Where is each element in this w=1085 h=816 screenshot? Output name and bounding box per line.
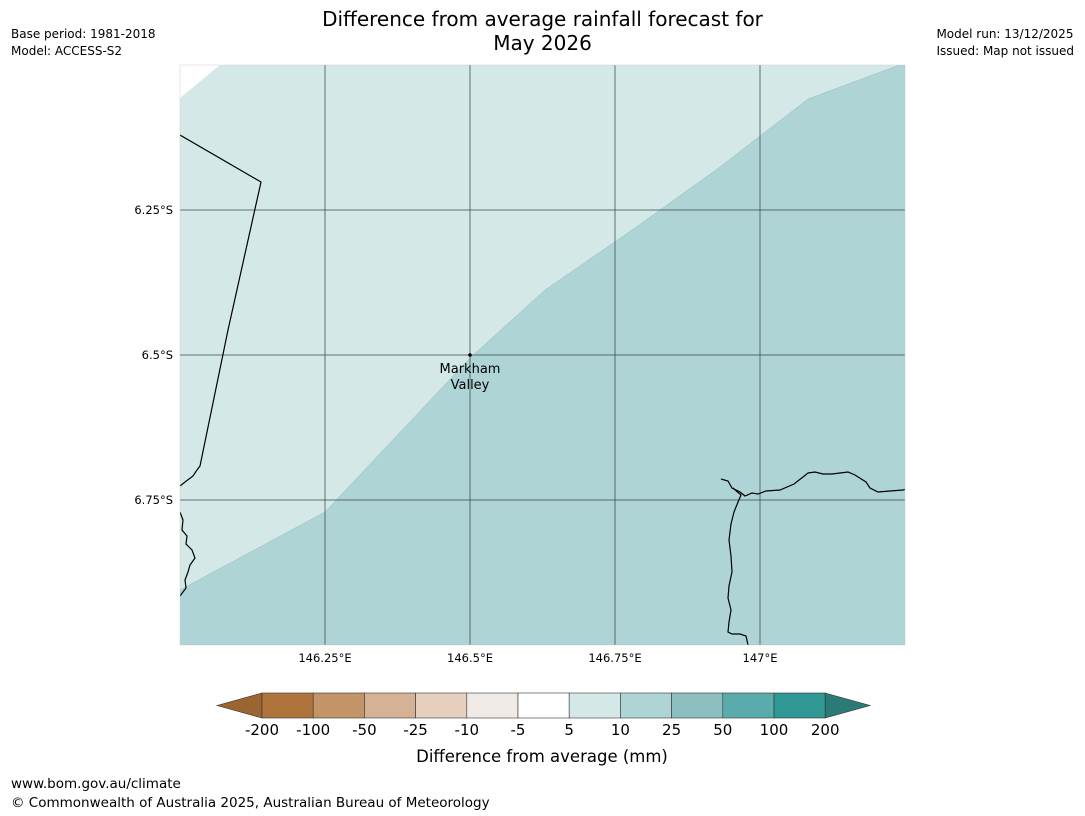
- place-dot: [468, 353, 472, 357]
- colorbar-box: [773, 692, 826, 719]
- colorbar-box: [722, 692, 775, 719]
- colorbar-tick-label: 50: [713, 721, 732, 739]
- coastlines: [180, 134, 905, 645]
- colorbar-box: [364, 692, 416, 719]
- colorbar-tick-label: 100: [760, 721, 789, 739]
- metadata-right: Model run: 13/12/2025 Issued: Map not is…: [936, 26, 1074, 60]
- lon-tick-label: 146.25°E: [298, 651, 351, 665]
- colorbar-tick-label: -200: [245, 721, 279, 739]
- colorbar-tick-label: -100: [296, 721, 330, 739]
- coastline-gulf: [727, 487, 749, 645]
- title-line-1: Difference from average rainfall forecas…: [322, 7, 763, 31]
- colorbar-box: [466, 692, 519, 719]
- map-area: [180, 65, 905, 645]
- colorbar-extend-low: [215, 692, 263, 719]
- footer-copyright: © Commonwealth of Australia 2025, Austra…: [11, 795, 490, 811]
- model-text: Model: ACCESS-S2: [11, 44, 123, 58]
- colorbar-box: [517, 692, 570, 719]
- base-period-text: Base period: 1981-2018: [11, 27, 156, 41]
- colorbar-tick-label: 25: [662, 721, 681, 739]
- model-run-text: Model run: 13/12/2025: [936, 27, 1074, 41]
- colorbar-box: [261, 692, 314, 719]
- graticule: [180, 65, 905, 645]
- colorbar: -200 -100 -50 -25 -10 -5 5 10 25 50 100 200: [215, 692, 872, 739]
- issued-text: Issued: Map not issued: [936, 44, 1074, 58]
- colorbar-box: [620, 692, 672, 719]
- lon-tick-label: 146.5°E: [447, 651, 493, 665]
- colorbar-box: [671, 692, 724, 719]
- colorbar-tick-label: 10: [611, 721, 630, 739]
- place-markham-valley: Markham Valley: [440, 353, 501, 393]
- lon-tick-label: 146.75°E: [588, 651, 641, 665]
- colorbar-box: [312, 692, 365, 719]
- lat-tick-label: 6.5°S: [142, 348, 173, 362]
- place-label-line-2: Valley: [451, 378, 490, 393]
- latitude-labels: 6.25°S 6.5°S 6.75°S: [134, 203, 173, 507]
- lat-tick-label: 6.75°S: [134, 493, 173, 507]
- colorbar-tick-label: 200: [811, 721, 840, 739]
- colorbar-tick-label: -5: [511, 721, 526, 739]
- colorbar-tick-label: -10: [455, 721, 480, 739]
- lon-tick-label: 147°E: [743, 651, 778, 665]
- border-line: [180, 134, 262, 487]
- colorbar-tick-label: 5: [564, 721, 574, 739]
- colorbar-title: Difference from average (mm): [416, 747, 668, 766]
- footer-url[interactable]: www.bom.gov.au/climate: [11, 776, 181, 792]
- map-frame: [179, 64, 906, 646]
- coastline-west: [180, 511, 196, 597]
- colorbar-tick-label: -50: [352, 721, 377, 739]
- place-label-line-1: Markham: [440, 362, 501, 377]
- title-line-2: May 2026: [493, 31, 592, 55]
- map-title: Difference from average rainfall forecas…: [0, 7, 1085, 55]
- outside-domain: [180, 65, 220, 98]
- colorbar-tick-label: -25: [403, 721, 428, 739]
- longitude-labels: 146.25°E 146.5°E 146.75°E 147°E: [298, 651, 777, 665]
- colorbar-box: [568, 692, 621, 719]
- footer: www.bom.gov.au/climate © Commonwealth of…: [11, 775, 490, 813]
- metadata-left: Base period: 1981-2018 Model: ACCESS-S2: [11, 26, 156, 60]
- colorbar-extend-high: [824, 692, 872, 719]
- colorbar-box: [415, 692, 468, 719]
- coastline-huon: [720, 471, 905, 497]
- lat-tick-label: 6.25°S: [134, 203, 173, 217]
